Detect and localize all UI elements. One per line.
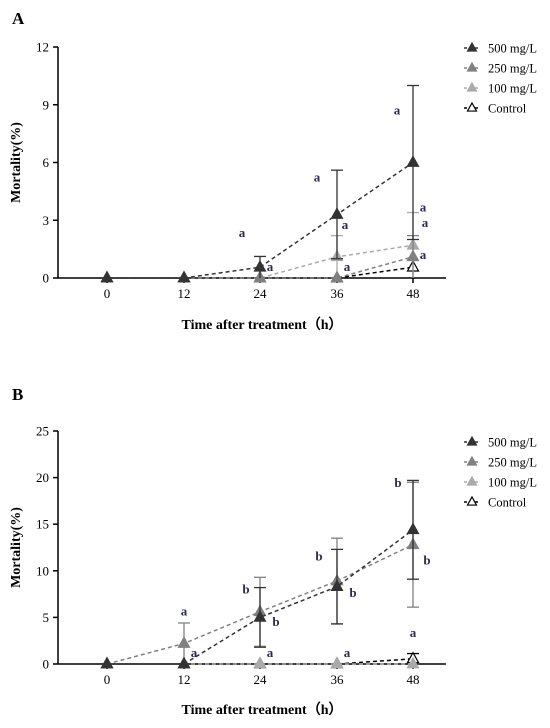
legend-label: 500 mg/L	[488, 436, 537, 450]
x-axis-title: Time after treatment（h）	[182, 702, 343, 718]
data-point	[253, 610, 267, 622]
significance-label: a	[344, 645, 351, 660]
data-point	[330, 270, 344, 283]
x-tick-label: 12	[178, 672, 191, 687]
legend-item: 100 mg/L	[464, 476, 537, 490]
significance-label: a	[239, 225, 246, 240]
legend-item: 500 mg/L	[464, 42, 537, 56]
x-tick-label: 24	[254, 286, 268, 301]
legend-label: 250 mg/L	[488, 456, 537, 470]
legend-label: 500 mg/L	[488, 42, 537, 56]
significance-label: a	[410, 625, 417, 640]
y-tick-label: 25	[36, 424, 49, 439]
y-axis-title: Mortality(%)	[9, 122, 24, 203]
y-tick-label: 12	[36, 40, 49, 55]
data-point	[177, 636, 191, 648]
significance-label: a	[191, 645, 198, 660]
significance-label: a	[422, 215, 429, 230]
legend-item: Control	[464, 496, 527, 510]
data-point	[177, 270, 191, 283]
significance-label: a	[181, 603, 188, 618]
legend-marker	[466, 455, 478, 466]
series-500-mg-l: a b b b	[100, 475, 420, 669]
x-tick-label: 0	[104, 672, 111, 687]
data-point	[253, 259, 267, 272]
x-axis-title: Time after treatment（h）	[182, 317, 343, 333]
x-tick-label: 36	[331, 672, 345, 687]
significance-label: b	[272, 614, 279, 629]
y-tick-label: 0	[43, 271, 50, 286]
data-point	[177, 656, 191, 669]
x-tick-label: 0	[104, 286, 111, 301]
x-tick-label: 12	[178, 286, 191, 301]
y-tick-label: 6	[43, 155, 50, 170]
significance-label: b	[394, 475, 401, 490]
data-point	[330, 579, 344, 592]
legend-marker	[466, 81, 478, 92]
data-point	[100, 270, 114, 283]
data-point	[406, 522, 420, 535]
y-tick-label: 3	[43, 213, 50, 228]
legend-item: 250 mg/L	[464, 62, 537, 76]
y-axis-title: Mortality(%)	[9, 507, 24, 588]
legend-marker	[466, 41, 478, 52]
legend-marker	[466, 475, 478, 486]
y-tick-label: 10	[36, 563, 49, 578]
legend-label: Control	[488, 496, 527, 510]
significance-label: b	[349, 585, 356, 600]
legend-item: 500 mg/L	[464, 436, 537, 450]
legend-label: 250 mg/L	[488, 62, 537, 76]
legend-marker	[466, 495, 478, 506]
significance-label: a	[394, 103, 401, 118]
legend-marker	[466, 61, 478, 72]
significance-label: a	[342, 217, 349, 232]
x-tick-label: 24	[254, 672, 268, 687]
data-point	[406, 656, 420, 669]
x-tick-label: 48	[407, 672, 420, 687]
significance-label: a	[267, 259, 274, 274]
y-tick-label: 9	[43, 97, 50, 112]
series-100-mg-l	[100, 656, 420, 669]
y-tick-label: 20	[36, 470, 49, 485]
series-250-mg-l: a b b b	[100, 481, 431, 669]
legend-item: Control	[464, 102, 527, 116]
x-tick-label: 36	[331, 286, 345, 301]
data-point	[330, 656, 344, 669]
significance-label: a	[420, 199, 427, 214]
legend-label: 100 mg/L	[488, 476, 537, 490]
significance-label: b	[423, 553, 430, 568]
series-line	[107, 529, 414, 665]
legend-marker	[466, 435, 478, 446]
significance-label: a	[420, 247, 427, 262]
y-tick-label: 15	[36, 517, 49, 532]
legend-marker	[466, 101, 478, 112]
data-point	[406, 249, 420, 262]
significance-label: b	[242, 581, 249, 596]
significance-label: a	[344, 259, 351, 274]
legend-item: 100 mg/L	[464, 82, 537, 96]
legend-label: Control	[488, 102, 527, 116]
significance-label: a	[314, 169, 321, 184]
panel-letter: A	[12, 9, 25, 28]
x-tick-label: 48	[407, 286, 420, 301]
panel-letter: B	[12, 385, 23, 404]
series-500-mg-l: a a a	[100, 84, 420, 283]
data-point	[330, 207, 344, 219]
data-point	[100, 656, 114, 669]
significance-label: a	[267, 645, 274, 660]
y-tick-label: 0	[43, 657, 50, 672]
data-point	[253, 656, 267, 669]
significance-label: b	[315, 549, 322, 564]
series-line	[107, 161, 414, 279]
legend-item: 250 mg/L	[464, 456, 537, 470]
y-tick-label: 5	[43, 610, 50, 625]
data-point	[406, 155, 420, 167]
legend-label: 100 mg/L	[488, 82, 537, 96]
